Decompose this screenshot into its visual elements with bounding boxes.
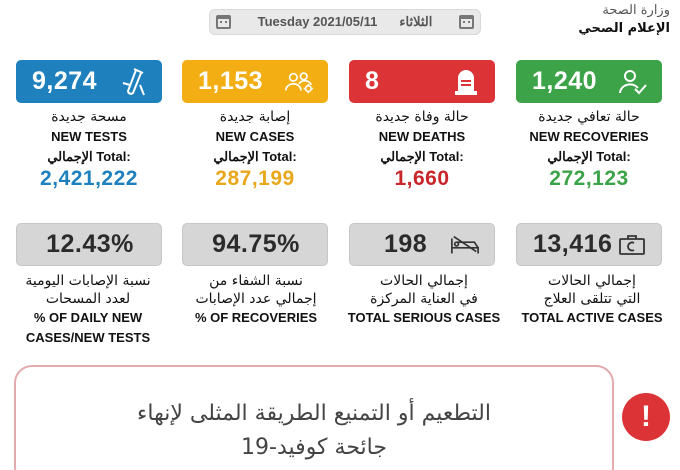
banner-line-1: التطعيم أو التمنيع الطريقة المثلى لإنهاء [137,401,491,426]
recovery-rate-value: 94.75% [212,230,300,258]
date-arabic: الثلاثاء [399,14,433,29]
serious-cases-arabic-2: في العناية المركزة [370,291,478,307]
new-recoveries-card: 1,240 [516,60,662,103]
daily-rate-arabic-2: لعدد المسحات [45,291,131,307]
new-tests-value: 9,274 [32,67,98,95]
new-recoveries-label: حالة تعافي جديدة NEW RECOVERIES الإجمالي… [514,107,664,189]
new-cases-total-label: الإجمالي Total: [213,149,297,164]
daily-rate-card: 12.43% [16,223,162,266]
recovery-rate-card: 94.75% [182,223,328,266]
new-cases-label: إصابة جديدة NEW CASES الإجمالي Total: 28… [180,107,330,189]
tests-total-value: 2,421,222 [40,167,138,190]
active-cases-card: 13,416 [516,223,662,266]
tombstone-icon [451,67,481,97]
test-tube-icon [118,67,148,97]
calendar-icon [216,15,231,29]
active-cases-arabic-2: التي تتلقى العلاج [543,291,641,307]
ministry-header: وزارة الصحة الإعلام الصحي [578,2,670,38]
cases-total-value: 287,199 [215,167,295,190]
new-tests-card: 9,274 [16,60,162,103]
new-deaths-arabic: حالة وفاة جديدة [375,109,469,125]
daily-rate-arabic-1: نسبة الإصابات اليومية [25,273,151,289]
daily-rate-english-1: % OF DAILY NEW [33,310,143,325]
serious-cases-arabic-1: إجمالي الحالات [380,273,468,289]
new-deaths-english: NEW DEATHS [378,129,466,144]
active-cases-arabic-1: إجمالي الحالات [548,273,636,289]
serious-cases-value: 198 [384,230,428,258]
new-cases-english: NEW CASES [215,129,295,144]
health-media-label: الإعلام الصحي [578,21,670,36]
exclamation-icon: ! [622,393,670,441]
serious-cases-english: TOTAL SERIOUS CASES [347,310,501,325]
recovery-rate-label: نسبة الشفاء من إجمالي عدد الإصابات % OF … [178,272,334,328]
new-cases-card: 1,153 [182,60,328,103]
new-tests-arabic: مسحة جديدة [51,109,127,125]
new-recoveries-total-label: الإجمالي Total: [547,149,631,164]
recovery-rate-english: % OF RECOVERIES [194,310,318,325]
new-tests-total-label: الإجمالي Total: [47,149,131,164]
people-virus-icon [284,67,314,97]
recoveries-total-value: 272,123 [549,167,629,190]
calendar-icon [458,15,474,29]
serious-cases-label: إجمالي الحالات في العناية المركزة TOTAL … [336,272,512,328]
new-cases-arabic: إصابة جديدة [219,109,291,125]
active-cases-value: 13,416 [533,230,613,258]
medicine-box-icon [617,230,647,260]
ministry-name: وزارة الصحة [602,3,670,18]
user-check-icon [618,67,648,97]
new-deaths-card: 8 [349,60,495,103]
vaccination-banner: التطعيم أو التمنيع الطريقة المثلى لإنهاء… [14,365,614,470]
deaths-total-value: 1,660 [394,167,450,190]
new-deaths-label: حالة وفاة جديدة NEW DEATHS الإجمالي Tota… [347,107,497,189]
daily-rate-value: 12.43% [46,230,134,258]
recovery-rate-arabic-2: إجمالي عدد الإصابات [195,291,317,307]
new-tests-label: مسحة جديدة NEW TESTS الإجمالي Total: 2,4… [14,107,164,189]
new-deaths-total-label: الإجمالي Total: [380,149,464,164]
daily-rate-english-2: CASES/NEW TESTS [25,330,151,345]
banner-line-2: جائحة كوفيد-19 [241,435,387,460]
date-bar: Tuesday 2021/05/11 الثلاثاء [209,9,481,35]
new-tests-english: NEW TESTS [51,129,127,144]
serious-cases-card: 198 [349,223,495,266]
date-english: Tuesday 2021/05/11 [257,14,378,29]
active-cases-label: إجمالي الحالات التي تتلقى العلاج TOTAL A… [510,272,674,328]
recovery-rate-arabic-1: نسبة الشفاء من [209,273,303,289]
new-recoveries-english: NEW RECOVERIES [529,129,649,144]
new-deaths-value: 8 [365,67,380,95]
daily-rate-label: نسبة الإصابات اليومية لعدد المسحات % OF … [6,272,170,348]
new-recoveries-value: 1,240 [532,67,598,95]
new-recoveries-arabic: حالة تعافي جديدة [538,109,640,125]
new-cases-value: 1,153 [198,67,264,95]
hospital-bed-icon [450,230,480,260]
active-cases-english: TOTAL ACTIVE CASES [521,310,663,325]
